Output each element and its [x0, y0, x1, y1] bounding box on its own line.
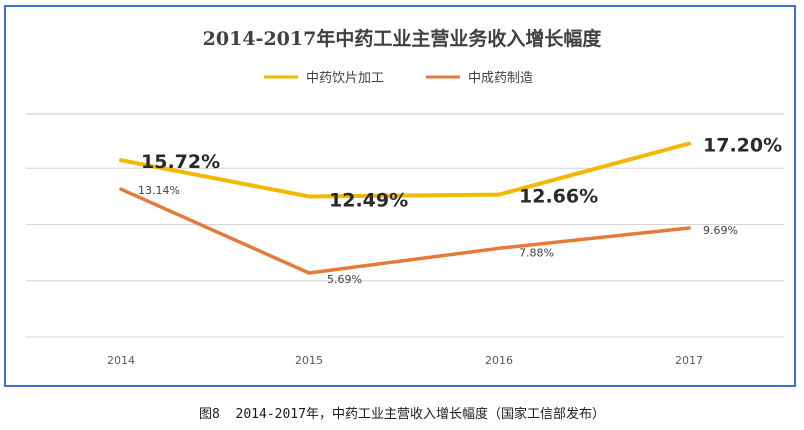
data-label-series-1: 17.20%: [703, 135, 782, 157]
x-tick-label: 2015: [295, 354, 323, 367]
chart-svg: 2014-2017年中药工业主营业务收入增长幅度 中药饮片加工 中成药制造 15…: [26, 27, 784, 367]
series-line-2: [119, 187, 691, 275]
figure-caption: 图8 2014-2017年，中药工业主营收入增长幅度（国家工信部发布）: [199, 407, 605, 422]
chart-title: 2014-2017年中药工业主营业务收入增长幅度: [203, 27, 603, 50]
x-tick-label: 2017: [675, 354, 703, 367]
series-lines: [119, 141, 691, 275]
series-line-1: [119, 141, 691, 199]
legend-label-series-2: 中成药制造: [468, 71, 533, 86]
legend-label-series-1: 中药饮片加工: [306, 71, 384, 86]
chart-frame: 2014-2017年中药工业主营业务收入增长幅度 中药饮片加工 中成药制造 15…: [4, 5, 796, 387]
data-label-series-1: 12.66%: [519, 186, 598, 208]
data-label-series-2: 7.88%: [519, 246, 554, 259]
data-label-series-2: 9.69%: [703, 224, 738, 237]
data-label-series-1: 12.49%: [329, 189, 408, 211]
data-label-series-2: 5.69%: [327, 273, 362, 286]
legend: 中药饮片加工 中成药制造: [264, 71, 533, 86]
data-label-series-1: 15.72%: [141, 151, 220, 173]
data-label-series-2: 13.14%: [138, 184, 180, 197]
x-tick-label: 2014: [107, 354, 135, 367]
plot-area: 15.72% 12.49% 12.66% 17.20% 13.14% 5.69% 7.88%…: [26, 113, 784, 338]
x-tick-label: 2016: [485, 354, 513, 367]
data-labels: 15.72% 12.49% 12.66% 17.20% 13.14% 5.69% 7.88%…: [138, 135, 782, 286]
x-axis: 2014 2015 2016 2017: [107, 354, 703, 367]
